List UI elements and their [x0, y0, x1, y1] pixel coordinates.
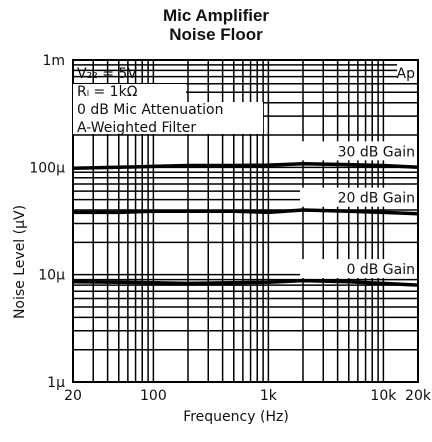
- series-line: [72, 278, 419, 287]
- x-tick-label: 20: [64, 388, 82, 404]
- series-label: 30 dB Gain: [338, 144, 415, 160]
- series-line: [72, 161, 419, 171]
- series-label: 20 dB Gain: [338, 191, 415, 207]
- series-line: [73, 208, 419, 216]
- y-tick-label: 1m: [42, 53, 65, 69]
- condition-rl: Rₗ = 1kΩ: [77, 84, 138, 100]
- y-tick-label: 10μ: [38, 268, 65, 284]
- ap-logo: Ap: [397, 66, 416, 82]
- y-tick-label: 1μ: [47, 375, 65, 391]
- conditions-backdrop: [73, 102, 263, 134]
- x-tick-label: 20k: [405, 388, 432, 404]
- chart-subtitle: Noise Floor: [169, 25, 263, 44]
- x-tick-label: 1k: [260, 388, 278, 404]
- logo-backdrop: [397, 64, 417, 80]
- chart-title: Mic Amplifier: [162, 6, 270, 25]
- x-tick-label: 10k: [370, 388, 397, 404]
- conditions-backdrop: [73, 84, 186, 102]
- y-axis-label: Noise Level (μV): [12, 205, 28, 319]
- condition-vdd: V₂₂ = 5V: [77, 66, 137, 82]
- plot-frame: [72, 59, 419, 383]
- series-label-backdrop: [300, 259, 417, 279]
- series-label-backdrop: [300, 187, 417, 207]
- series-label-backdrop: [300, 141, 417, 161]
- condition-filter: A-Weighted Filter: [77, 120, 196, 136]
- series-label: 0 dB Gain: [347, 262, 416, 278]
- x-axis-label: Frequency (Hz): [183, 409, 289, 425]
- y-tick-label: 100μ: [29, 160, 65, 176]
- condition-mic-attenuation: 0 dB Mic Attenuation: [77, 102, 223, 118]
- x-tick-label: 100: [140, 388, 167, 404]
